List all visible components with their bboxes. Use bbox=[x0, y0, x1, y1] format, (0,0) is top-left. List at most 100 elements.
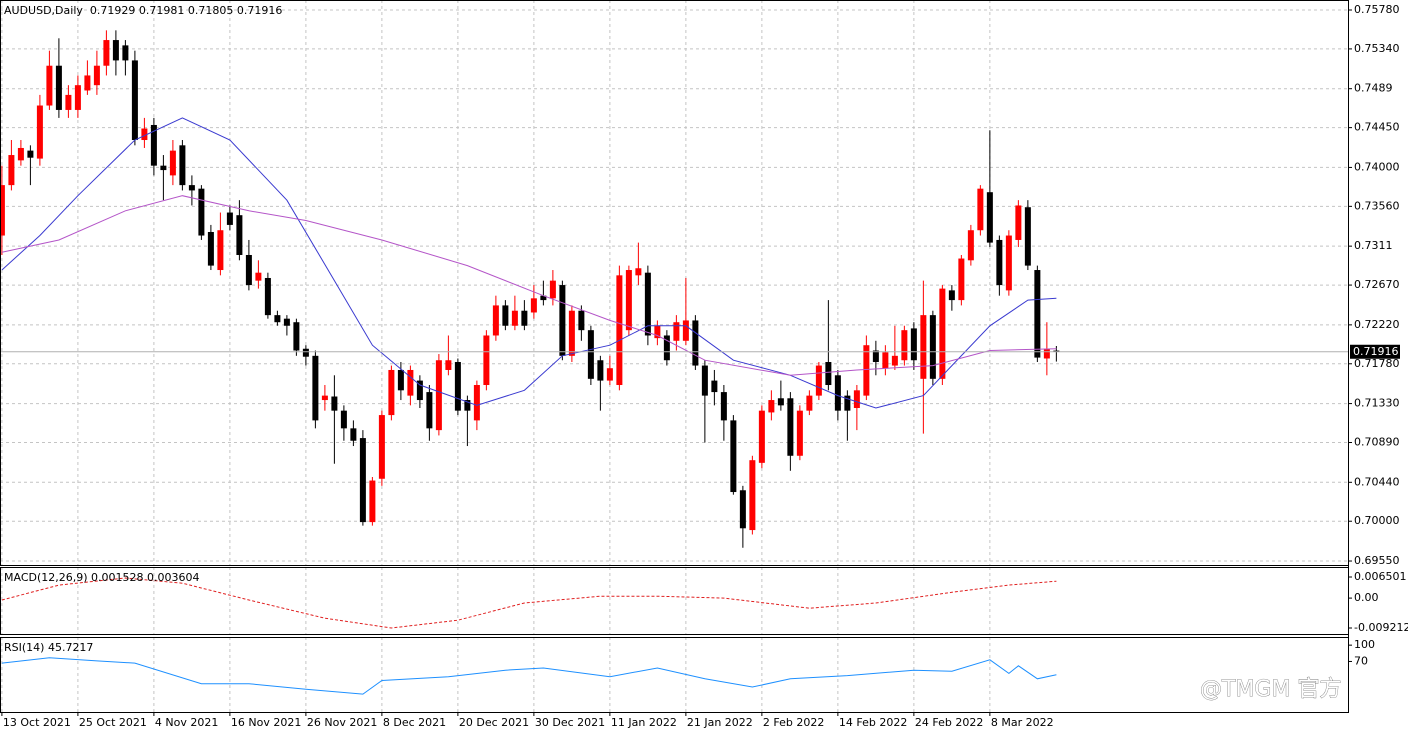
candle-body bbox=[568, 310, 575, 356]
last-price-box bbox=[1350, 344, 1400, 359]
panel-title: AUDUSD,Daily 0.71929 0.71981 0.71805 0.7… bbox=[4, 4, 282, 17]
moving-average bbox=[1, 117, 1057, 409]
x-tick-label: 11 Jan 2022 bbox=[611, 716, 677, 729]
candle-body bbox=[587, 330, 594, 379]
candle-body bbox=[796, 410, 803, 456]
y-tick-label: 0.75340 bbox=[1354, 42, 1400, 55]
y-tick-label: 0.69550 bbox=[1354, 554, 1400, 567]
candle-body bbox=[1005, 235, 1012, 291]
candle-body bbox=[597, 360, 604, 381]
candle-body bbox=[711, 380, 718, 393]
candle-body bbox=[84, 75, 91, 91]
candle-body bbox=[806, 395, 813, 411]
x-tick-label: 14 Feb 2022 bbox=[839, 716, 907, 729]
y-tick-label: 100 bbox=[1354, 638, 1375, 651]
moving-average bbox=[1, 195, 1057, 376]
x-tick-label: 25 Oct 2021 bbox=[79, 716, 147, 729]
candle-body bbox=[17, 147, 24, 161]
y-tick-label: 0.70890 bbox=[1354, 436, 1400, 449]
candle-body bbox=[673, 322, 680, 341]
candle-body bbox=[350, 428, 357, 441]
y-tick-label: 0.00 bbox=[1354, 591, 1379, 604]
candle-body bbox=[616, 275, 623, 386]
candle-body bbox=[36, 105, 43, 159]
candle-body bbox=[1053, 350, 1060, 352]
y-tick-label: 0.7489 bbox=[1354, 82, 1393, 95]
indicator-line bbox=[1, 657, 1057, 695]
candle-body bbox=[910, 328, 917, 361]
y-tick-label: 0.74000 bbox=[1354, 160, 1400, 173]
panel-title: MACD(12,26,9) 0.001528 0.003604 bbox=[4, 571, 200, 584]
candle-body bbox=[882, 352, 889, 369]
candle-body bbox=[283, 318, 290, 326]
candle-body bbox=[464, 400, 471, 411]
candle-body bbox=[768, 400, 775, 413]
candle-body bbox=[150, 124, 157, 166]
candle-body bbox=[749, 460, 756, 531]
y-tick-label: 0.71780 bbox=[1354, 357, 1400, 370]
candle-body bbox=[207, 231, 214, 266]
candle-body bbox=[929, 315, 936, 379]
candle-body bbox=[293, 322, 300, 351]
candle-body bbox=[720, 392, 727, 421]
x-tick-label: 24 Feb 2022 bbox=[915, 716, 983, 729]
candle-body bbox=[388, 369, 395, 416]
candle-body bbox=[264, 277, 271, 316]
candle-body bbox=[948, 290, 955, 301]
candle-body bbox=[103, 40, 110, 66]
y-tick-label: -0.009212 bbox=[1354, 621, 1408, 634]
y-tick-label: 0.70440 bbox=[1354, 475, 1400, 488]
candle-body bbox=[834, 375, 841, 411]
watermark: @TMGM 官方 bbox=[1200, 677, 1341, 702]
candle-body bbox=[578, 310, 585, 331]
candle-body bbox=[435, 360, 442, 431]
candle-body bbox=[853, 390, 860, 409]
candle-body bbox=[701, 365, 708, 396]
candle-body bbox=[1015, 205, 1022, 240]
candle-body bbox=[188, 185, 195, 191]
candle-body bbox=[321, 395, 328, 401]
candle-body bbox=[454, 362, 461, 411]
candle-body bbox=[1043, 348, 1050, 359]
candle-body bbox=[530, 298, 537, 313]
candle-body bbox=[511, 310, 518, 326]
candle-body bbox=[654, 325, 661, 339]
candle-body bbox=[730, 420, 737, 493]
x-tick-label: 20 Dec 2021 bbox=[459, 716, 529, 729]
candle-body bbox=[872, 350, 879, 363]
candle-body bbox=[397, 369, 404, 391]
candle-body bbox=[663, 335, 670, 361]
candle-body bbox=[112, 40, 119, 61]
candle-body bbox=[46, 65, 53, 106]
y-tick-label: 0.70000 bbox=[1354, 514, 1400, 527]
x-tick-label: 26 Nov 2021 bbox=[307, 716, 377, 729]
candle-body bbox=[891, 355, 898, 366]
last-price-label: 0.71916 bbox=[1353, 345, 1399, 358]
candle-body bbox=[473, 385, 480, 421]
candle-body bbox=[483, 335, 490, 386]
candle-body bbox=[844, 395, 851, 411]
y-tick-label: 0.72220 bbox=[1354, 318, 1400, 331]
candle-body bbox=[198, 188, 205, 236]
candle-body bbox=[416, 380, 423, 401]
y-tick-label: 0.71330 bbox=[1354, 397, 1400, 410]
candle-body bbox=[236, 215, 243, 255]
candle-body bbox=[0, 185, 5, 236]
candle-body bbox=[378, 415, 385, 479]
y-tick-label: 70 bbox=[1354, 654, 1368, 667]
candle-body bbox=[1034, 270, 1041, 358]
candle-body bbox=[920, 315, 927, 379]
candle-body bbox=[977, 188, 984, 231]
candle-body bbox=[939, 288, 946, 379]
y-tick-label: 0.006501 bbox=[1354, 570, 1407, 583]
candle-body bbox=[1024, 207, 1031, 266]
candle-body bbox=[8, 155, 15, 186]
candle-body bbox=[160, 165, 167, 171]
candle-body bbox=[340, 410, 347, 429]
candle-body bbox=[815, 365, 822, 396]
x-tick-label: 16 Nov 2021 bbox=[231, 716, 301, 729]
candle-body bbox=[312, 355, 319, 421]
candle-body bbox=[521, 310, 528, 326]
x-tick-label: 2 Feb 2022 bbox=[763, 716, 824, 729]
